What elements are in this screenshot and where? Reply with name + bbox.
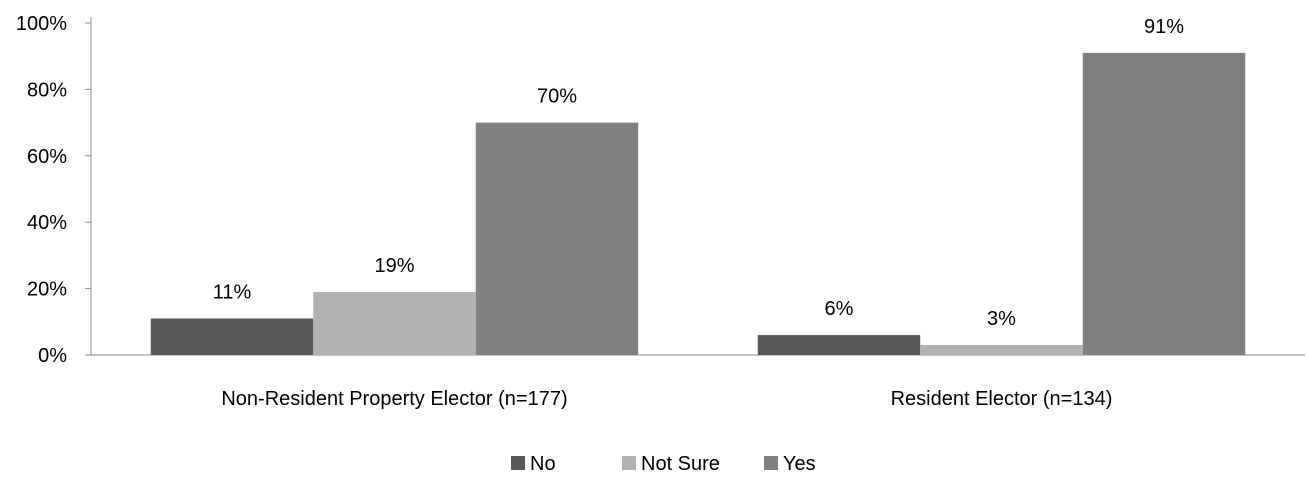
- legend-swatch: [622, 456, 636, 470]
- data-label: 6%: [825, 298, 854, 320]
- y-tick-label: 0%: [38, 345, 67, 367]
- bar-yes: [1082, 52, 1246, 355]
- data-label: 70%: [537, 86, 577, 108]
- bar-not-sure: [920, 345, 1083, 355]
- legend: No Not Sure Yes: [511, 453, 816, 475]
- data-label: 19%: [374, 255, 414, 277]
- legend-label: No: [530, 453, 556, 475]
- data-labels: 11% 19% 70% 6% 3% 91%: [213, 16, 1185, 330]
- data-label: 91%: [1144, 16, 1184, 38]
- x-axis: Non-Resident Property Elector (n=177) Res…: [91, 354, 1305, 410]
- y-tick-label: 80%: [27, 79, 67, 101]
- y-tick-label: 60%: [27, 146, 67, 168]
- y-tick-label: 20%: [27, 279, 67, 301]
- y-tick-label: 40%: [27, 212, 67, 234]
- y-tick-label: 100%: [16, 13, 67, 35]
- bar-yes: [475, 122, 639, 355]
- data-label: 11%: [213, 281, 252, 303]
- y-axis: 0% 20% 40% 60% 80% 100%: [16, 13, 92, 367]
- legend-label: Yes: [783, 453, 816, 475]
- x-category-label: Non-Resident Property Elector (n=177): [221, 388, 567, 410]
- bar-no: [150, 318, 314, 355]
- bar-no: [757, 335, 921, 355]
- legend-label: Not Sure: [641, 453, 720, 475]
- legend-swatch: [764, 456, 778, 470]
- bar-not-sure: [313, 291, 476, 355]
- bars: [150, 52, 1246, 355]
- legend-swatch: [511, 456, 525, 470]
- x-category-label: Resident Elector (n=134): [891, 388, 1113, 410]
- data-label: 3%: [987, 308, 1016, 330]
